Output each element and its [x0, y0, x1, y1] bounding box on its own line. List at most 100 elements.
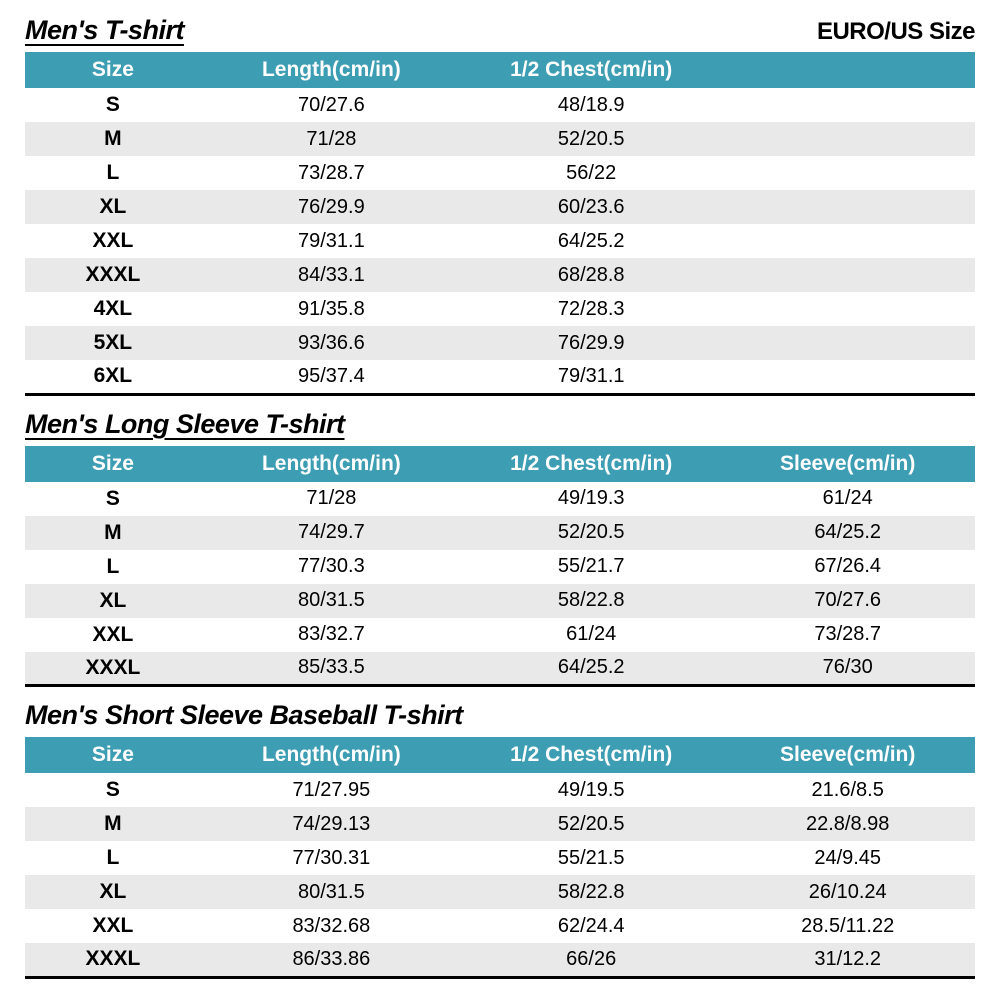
- measurement-cell: [720, 360, 975, 394]
- header-row: Size Length(cm/in) 1/2 Chest(cm/in) Sleeve(…: [25, 737, 975, 773]
- measurement-cell: 74/29.7: [298, 521, 365, 543]
- measurement-cell: 77/30.3: [298, 555, 365, 577]
- mens-long-sleeve-tshirt-size-table: Size Length(cm/in) 1/2 Chest(cm/in) Sleeve(…: [25, 445, 975, 687]
- size-cell: XXL: [92, 229, 134, 252]
- measurement-cell: 85/33.5: [298, 656, 365, 679]
- size-cell: 5XL: [93, 331, 133, 354]
- measurement-cell: 80/31.5: [298, 589, 365, 611]
- header-row: Size Length(cm/in) 1/2 Chest(cm/in): [25, 52, 975, 88]
- measurement-cell: 66/26: [566, 947, 617, 970]
- measurement-cell: 58/22.8: [557, 880, 625, 903]
- column-header-empty: [720, 52, 975, 88]
- table-row: L 77/30.3 55/21.7 67/26.4: [25, 550, 975, 584]
- measurement-cell: 84/33.1: [298, 263, 365, 286]
- size-cell: L: [106, 554, 120, 578]
- size-cell: M: [104, 812, 122, 835]
- measurement-cell: 24/9.45: [814, 846, 882, 869]
- table-row: L 73/28.7 56/22: [25, 156, 975, 190]
- measurement-cell: 74/29.13: [292, 812, 371, 835]
- size-cell: S: [105, 93, 120, 116]
- column-header: Size: [25, 52, 201, 88]
- page-header: Men's T-shirt EURO/US Size: [25, 12, 976, 46]
- measurement-cell: 72/28.3: [557, 297, 625, 320]
- table-row: XXXL 86/33.86 66/26 31/12.2: [25, 943, 975, 977]
- measurement-cell: 22.8/8.98: [805, 812, 890, 835]
- table-row: XXL 83/32.68 62/24.4 28.5/11.22: [25, 909, 975, 943]
- measurement-cell: 61/24: [822, 487, 873, 509]
- size-cell: M: [104, 127, 122, 150]
- measurement-cell: 60/23.6: [557, 195, 625, 218]
- table-row: 4XL 91/35.8 72/28.3: [25, 292, 975, 326]
- measurement-cell: 73/28.7: [298, 161, 365, 184]
- measurement-cell: 67/26.4: [814, 555, 882, 577]
- measurement-cell: [720, 224, 975, 258]
- table-row: XXXL 84/33.1 68/28.8: [25, 258, 975, 292]
- size-cell: L: [106, 846, 120, 869]
- mens-short-sleeve-baseball-tshirt-size-table: Size Length(cm/in) 1/2 Chest(cm/in) Sleeve(…: [25, 737, 975, 979]
- column-header: Size: [25, 737, 201, 773]
- size-cell: S: [105, 486, 120, 510]
- measurement-cell: 48/18.9: [557, 93, 625, 116]
- measurement-cell: 56/22: [566, 161, 617, 184]
- measurement-cell: [720, 156, 975, 190]
- measurement-cell: 71/27.95: [292, 778, 371, 801]
- size-cell: XXXL: [85, 947, 141, 971]
- size-cell: XXL: [92, 622, 134, 646]
- table-row: XXL 83/32.7 61/24 73/28.7: [25, 618, 975, 652]
- measurement-cell: 91/35.8: [298, 297, 365, 320]
- size-cell: 4XL: [93, 297, 133, 320]
- table-row: 5XL 93/36.6 76/29.9: [25, 326, 975, 360]
- measurement-cell: 21.6/8.5: [811, 778, 884, 801]
- column-header: Length(cm/in): [200, 737, 462, 773]
- table-row: S 70/27.6 48/18.9: [25, 88, 975, 122]
- measurement-cell: 83/32.68: [292, 914, 371, 937]
- table-row: S 71/27.95 49/19.5 21.6/8.5: [25, 773, 975, 807]
- table-row: XXXL 85/33.5 64/25.2 76/30: [25, 651, 975, 686]
- measurement-cell: 71/28: [306, 127, 357, 150]
- column-header: 1/2 Chest(cm/in): [462, 737, 721, 773]
- measurement-cell: 70/27.6: [298, 93, 365, 116]
- measurement-cell: [720, 326, 975, 360]
- size-cell: S: [105, 778, 120, 801]
- measurement-cell: 93/36.6: [298, 331, 365, 354]
- section-title-mens-long-sleeve-tshirt: Men's Long Sleeve T-shirt: [25, 408, 345, 439]
- table-row: 6XL 95/37.4 79/31.1: [25, 360, 975, 394]
- mens-tshirt-size-table: Size Length(cm/in) 1/2 Chest(cm/in) S 70/27.…: [25, 52, 975, 396]
- column-header: Sleeve(cm/in): [720, 737, 975, 773]
- measurement-cell: 52/20.5: [557, 812, 625, 835]
- size-cell: XL: [99, 588, 127, 612]
- measurement-cell: 49/19.5: [557, 778, 625, 801]
- measurement-cell: 55/21.5: [557, 846, 625, 869]
- measurement-cell: [720, 122, 975, 156]
- measurement-cell: 28.5/11.22: [801, 914, 895, 937]
- table-row: XXL 79/31.1 64/25.2: [25, 224, 975, 258]
- column-header: Length(cm/in): [200, 52, 462, 88]
- section-title-mens-tshirt: Men's T-shirt: [25, 15, 184, 45]
- table-row: L 77/30.31 55/21.5 24/9.45: [25, 841, 975, 875]
- section-title-mens-short-sleeve-baseball-tshirt: Men's Short Sleeve Baseball T-shirt: [25, 700, 463, 730]
- table-row: XL 76/29.9 60/23.6: [25, 190, 975, 224]
- size-cell: XL: [99, 195, 127, 218]
- measurement-cell: [720, 190, 975, 224]
- table-row: M 74/29.13 52/20.5 22.8/8.98: [25, 807, 975, 841]
- measurement-cell: 68/28.8: [557, 263, 625, 286]
- measurement-cell: 71/28: [306, 487, 357, 509]
- column-header: Sleeve(cm/in): [720, 445, 975, 482]
- measurement-cell: 95/37.4: [298, 364, 365, 387]
- measurement-cell: 61/24: [566, 623, 617, 645]
- size-cell: XL: [99, 880, 127, 903]
- measurement-cell: 52/20.5: [557, 127, 625, 150]
- measurement-cell: 52/20.5: [557, 521, 625, 543]
- measurement-cell: 49/19.3: [557, 487, 625, 509]
- measurement-cell: [720, 88, 975, 122]
- measurement-cell: 86/33.86: [292, 947, 371, 970]
- measurement-cell: 62/24.4: [557, 914, 625, 937]
- measurement-cell: 55/21.7: [557, 555, 625, 577]
- measurement-cell: [720, 292, 975, 326]
- measurement-cell: 64/25.2: [557, 656, 625, 679]
- table-row: XL 80/31.5 58/22.8 26/10.24: [25, 875, 975, 909]
- measurement-cell: 31/12.2: [814, 947, 882, 970]
- column-header: Length(cm/in): [200, 445, 462, 482]
- header-row: Size Length(cm/in) 1/2 Chest(cm/in) Sleeve(…: [25, 445, 975, 482]
